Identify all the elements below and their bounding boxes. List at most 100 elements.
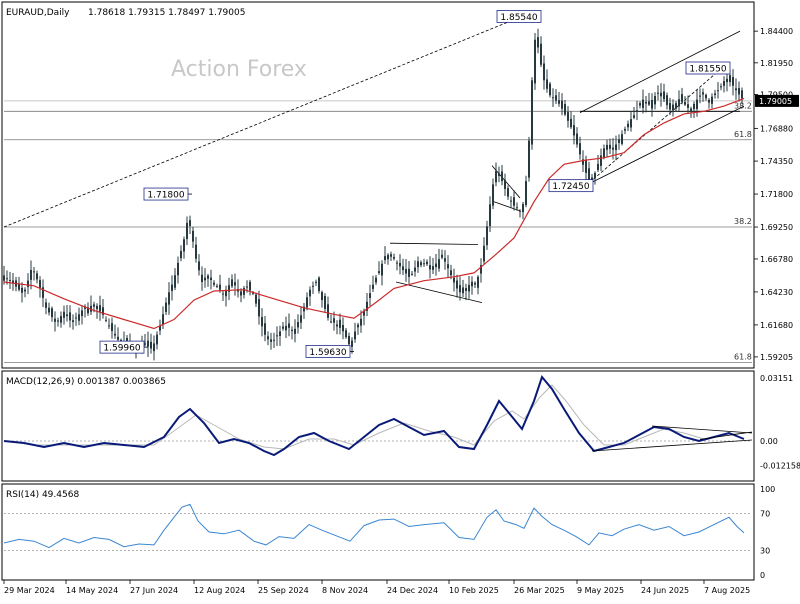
candle-body: [105, 319, 107, 321]
candle-body: [150, 341, 152, 349]
candle-body: [270, 339, 272, 342]
candle-body: [174, 275, 176, 288]
candle-body: [684, 102, 686, 105]
candle-body: [72, 320, 74, 323]
candle-body: [522, 204, 524, 213]
candle-body: [333, 318, 335, 323]
time-axis-label: 25 Sep 2024: [258, 586, 309, 595]
fib-level-label: 61.8: [734, 352, 752, 361]
time-axis-label: 7 Aug 2025: [704, 586, 750, 595]
candle-body: [498, 173, 500, 176]
candle-body: [537, 37, 539, 48]
candle-body: [723, 81, 725, 86]
candle-body: [726, 78, 728, 83]
time-axis-label: 12 Aug 2024: [194, 586, 245, 595]
candle-body: [411, 273, 413, 275]
candle-body: [654, 96, 656, 105]
macd-axis-label: 0.03151: [760, 374, 793, 383]
candle-body: [264, 323, 266, 335]
candle-body: [600, 155, 602, 166]
rsi-axis-label: 0: [760, 571, 765, 580]
major-trendline: [3, 16, 523, 228]
candle-body: [279, 331, 281, 336]
rsi-panel: [1, 483, 755, 581]
candle-body: [147, 340, 149, 347]
candle-body: [495, 170, 497, 183]
candle-body: [108, 325, 110, 327]
candle-body: [525, 181, 527, 206]
candle-body: [396, 262, 398, 264]
price-callout-label: 1.85540: [500, 13, 537, 23]
candle-body: [294, 328, 296, 334]
candle-body: [594, 172, 596, 179]
axis-layer: 1.844001.819501.795001.768801.743501.718…: [3, 27, 800, 595]
candle-body: [447, 264, 449, 269]
candle-body: [693, 103, 695, 110]
chart-header: EURAUD,Daily: [6, 8, 70, 18]
candle-body: [36, 273, 38, 280]
candle-body: [630, 119, 632, 128]
flag-lower-line: [493, 201, 521, 212]
candle-body: [456, 280, 458, 289]
candle-body: [69, 312, 71, 321]
candle-body: [9, 279, 11, 281]
candle-body: [663, 91, 665, 100]
candle-body: [546, 79, 548, 89]
candle-body: [369, 293, 371, 298]
candle-body: [486, 226, 488, 246]
candle-body: [564, 104, 566, 115]
candle-body: [177, 262, 179, 276]
price-axis-label: 1.69250: [760, 223, 793, 232]
candle-body: [261, 317, 263, 327]
candle-body: [99, 305, 101, 312]
candle-body: [27, 280, 29, 287]
candle-body: [87, 307, 89, 314]
candle-body: [741, 90, 743, 99]
candle-body: [84, 306, 86, 309]
candle-body: [195, 244, 197, 259]
candle-body: [255, 294, 257, 304]
fib-level-label: 38.2: [734, 101, 752, 110]
candle-body: [39, 280, 41, 288]
candle-body: [483, 245, 485, 262]
candle-body: [213, 282, 215, 285]
candle-body: [144, 343, 146, 345]
candle-body: [660, 92, 662, 97]
candle-body: [477, 276, 479, 288]
candle-body: [96, 305, 98, 310]
candle-body: [189, 220, 191, 226]
candle-body: [687, 104, 689, 108]
candle-body: [510, 200, 512, 202]
fib-level-label: 61.8: [734, 130, 752, 139]
candle-body: [360, 318, 362, 326]
candle-body: [6, 278, 8, 280]
candle-body: [288, 323, 290, 328]
candle-body: [627, 123, 629, 128]
ohlc-readout: 1.78618 1.79315 1.78497 1.79005: [88, 8, 245, 18]
price-axis-label: 1.61680: [760, 321, 793, 330]
candle-body: [114, 333, 116, 336]
channel-upper-line: [579, 30, 741, 113]
candle-body: [210, 277, 212, 280]
candle-body: [162, 314, 164, 325]
candle-body: [534, 39, 536, 84]
candle-body: [555, 95, 557, 101]
price-axis-label: 1.76880: [760, 124, 793, 133]
candle-body: [126, 337, 128, 342]
macd-signal-line: [3, 384, 745, 450]
candle-body: [540, 43, 542, 65]
candle-body: [33, 271, 35, 273]
candle-body: [567, 112, 569, 121]
candle-body: [420, 262, 422, 266]
candle-body: [549, 83, 551, 96]
candle-body: [171, 284, 173, 291]
candle-body: [207, 275, 209, 279]
rsi-axis-label: 100: [760, 485, 775, 494]
candle-body: [390, 254, 392, 257]
candle-body: [351, 340, 353, 347]
candle-body: [165, 302, 167, 312]
candle-body: [690, 108, 692, 111]
candle-body: [192, 230, 194, 242]
candle-body: [714, 93, 716, 96]
